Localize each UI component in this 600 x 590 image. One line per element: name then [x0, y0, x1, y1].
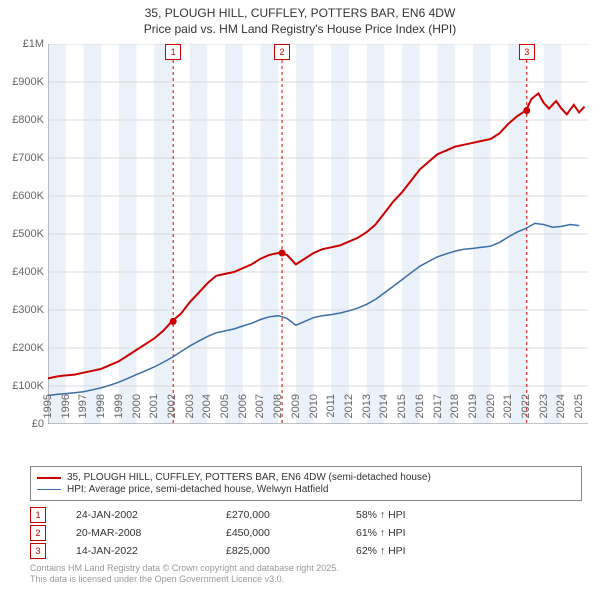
legend-row: 35, PLOUGH HILL, CUFFLEY, POTTERS BAR, E… — [37, 472, 575, 483]
x-tick-label: 1995 — [42, 394, 54, 418]
sales-table: 1 24-JAN-2002£270,00058% ↑ HPI 2 20-MAR-200… — [30, 506, 476, 560]
x-tick-label: 2021 — [502, 394, 514, 418]
sales-row-marker: 2 — [30, 525, 46, 541]
sales-row-delta: 62% ↑ HPI — [356, 545, 476, 557]
x-tick-label: 2001 — [148, 394, 160, 418]
x-tick-label: 2009 — [290, 394, 302, 418]
x-tick-label: 2017 — [432, 394, 444, 418]
title-line2: Price paid vs. HM Land Registry's House … — [0, 22, 600, 38]
footer-line1: Contains HM Land Registry data © Crown c… — [30, 563, 339, 573]
x-tick-label: 2012 — [343, 394, 355, 418]
plot-svg — [48, 44, 588, 424]
title-line1: 35, PLOUGH HILL, CUFFLEY, POTTERS BAR, E… — [0, 6, 600, 22]
legend-label: 35, PLOUGH HILL, CUFFLEY, POTTERS BAR, E… — [67, 472, 431, 483]
footer-line2: This data is licensed under the Open Gov… — [30, 574, 339, 584]
legend-row: HPI: Average price, semi-detached house,… — [37, 484, 575, 495]
sales-row-delta: 61% ↑ HPI — [356, 527, 476, 539]
x-tick-label: 2005 — [219, 394, 231, 418]
x-tick-label: 2023 — [538, 394, 550, 418]
x-tick-label: 2019 — [467, 394, 479, 418]
sales-row-price: £450,000 — [226, 527, 356, 539]
x-tick-label: 2003 — [184, 394, 196, 418]
y-tick-label: £0 — [32, 418, 44, 430]
sales-row-marker: 1 — [30, 507, 46, 523]
x-tick-label: 2006 — [237, 394, 249, 418]
y-tick-label: £900K — [12, 76, 44, 88]
chart-container: 35, PLOUGH HILL, CUFFLEY, POTTERS BAR, E… — [0, 0, 600, 590]
x-tick-label: 2008 — [272, 394, 284, 418]
y-tick-label: £500K — [12, 228, 44, 240]
x-axis-labels: 1995199619971998199920002001200220032004… — [48, 390, 588, 430]
sale-marker-box: 2 — [274, 44, 290, 60]
y-tick-label: £1M — [23, 38, 44, 50]
y-tick-label: £600K — [12, 190, 44, 202]
x-tick-label: 2013 — [361, 394, 373, 418]
x-tick-label: 2002 — [166, 394, 178, 418]
x-tick-label: 2014 — [378, 394, 390, 418]
sale-marker-box: 3 — [519, 44, 535, 60]
x-tick-label: 2025 — [573, 394, 585, 418]
legend-label: HPI: Average price, semi-detached house,… — [67, 484, 328, 495]
legend-box: 35, PLOUGH HILL, CUFFLEY, POTTERS BAR, E… — [30, 466, 582, 501]
x-tick-label: 2000 — [131, 394, 143, 418]
x-tick-label: 1998 — [95, 394, 107, 418]
footer: Contains HM Land Registry data © Crown c… — [30, 563, 339, 584]
x-tick-label: 2007 — [254, 394, 266, 418]
y-tick-label: £400K — [12, 266, 44, 278]
y-tick-label: £800K — [12, 114, 44, 126]
x-tick-label: 2018 — [449, 394, 461, 418]
x-tick-label: 2010 — [308, 394, 320, 418]
y-tick-label: £100K — [12, 380, 44, 392]
y-tick-label: £700K — [12, 152, 44, 164]
chart-area: £0£100K£200K£300K£400K£500K£600K£700K£80… — [48, 44, 588, 424]
x-tick-label: 2016 — [414, 394, 426, 418]
sales-row-price: £825,000 — [226, 545, 356, 557]
x-tick-label: 1999 — [113, 394, 125, 418]
sale-marker-box: 1 — [165, 44, 181, 60]
sales-row: 3 14-JAN-2022£825,00062% ↑ HPI — [30, 542, 476, 560]
y-tick-label: £300K — [12, 304, 44, 316]
sales-row-price: £270,000 — [226, 509, 356, 521]
x-tick-label: 1997 — [77, 394, 89, 418]
legend-swatch — [37, 489, 61, 490]
x-tick-label: 2011 — [325, 394, 337, 418]
sales-row: 2 20-MAR-2008£450,00061% ↑ HPI — [30, 524, 476, 542]
y-tick-label: £200K — [12, 342, 44, 354]
x-tick-label: 2022 — [520, 394, 532, 418]
legend-swatch — [37, 477, 61, 479]
x-tick-label: 2020 — [485, 394, 497, 418]
sales-row-date: 24-JAN-2002 — [76, 509, 226, 521]
x-tick-label: 2015 — [396, 394, 408, 418]
sales-row-marker: 3 — [30, 543, 46, 559]
x-tick-label: 2024 — [555, 394, 567, 418]
sales-row: 1 24-JAN-2002£270,00058% ↑ HPI — [30, 506, 476, 524]
x-tick-label: 2004 — [201, 394, 213, 418]
sales-row-delta: 58% ↑ HPI — [356, 509, 476, 521]
x-tick-label: 1996 — [60, 394, 72, 418]
sales-row-date: 20-MAR-2008 — [76, 527, 226, 539]
y-axis-labels: £0£100K£200K£300K£400K£500K£600K£700K£80… — [0, 44, 46, 424]
title-block: 35, PLOUGH HILL, CUFFLEY, POTTERS BAR, E… — [0, 0, 600, 37]
sales-row-date: 14-JAN-2022 — [76, 545, 226, 557]
